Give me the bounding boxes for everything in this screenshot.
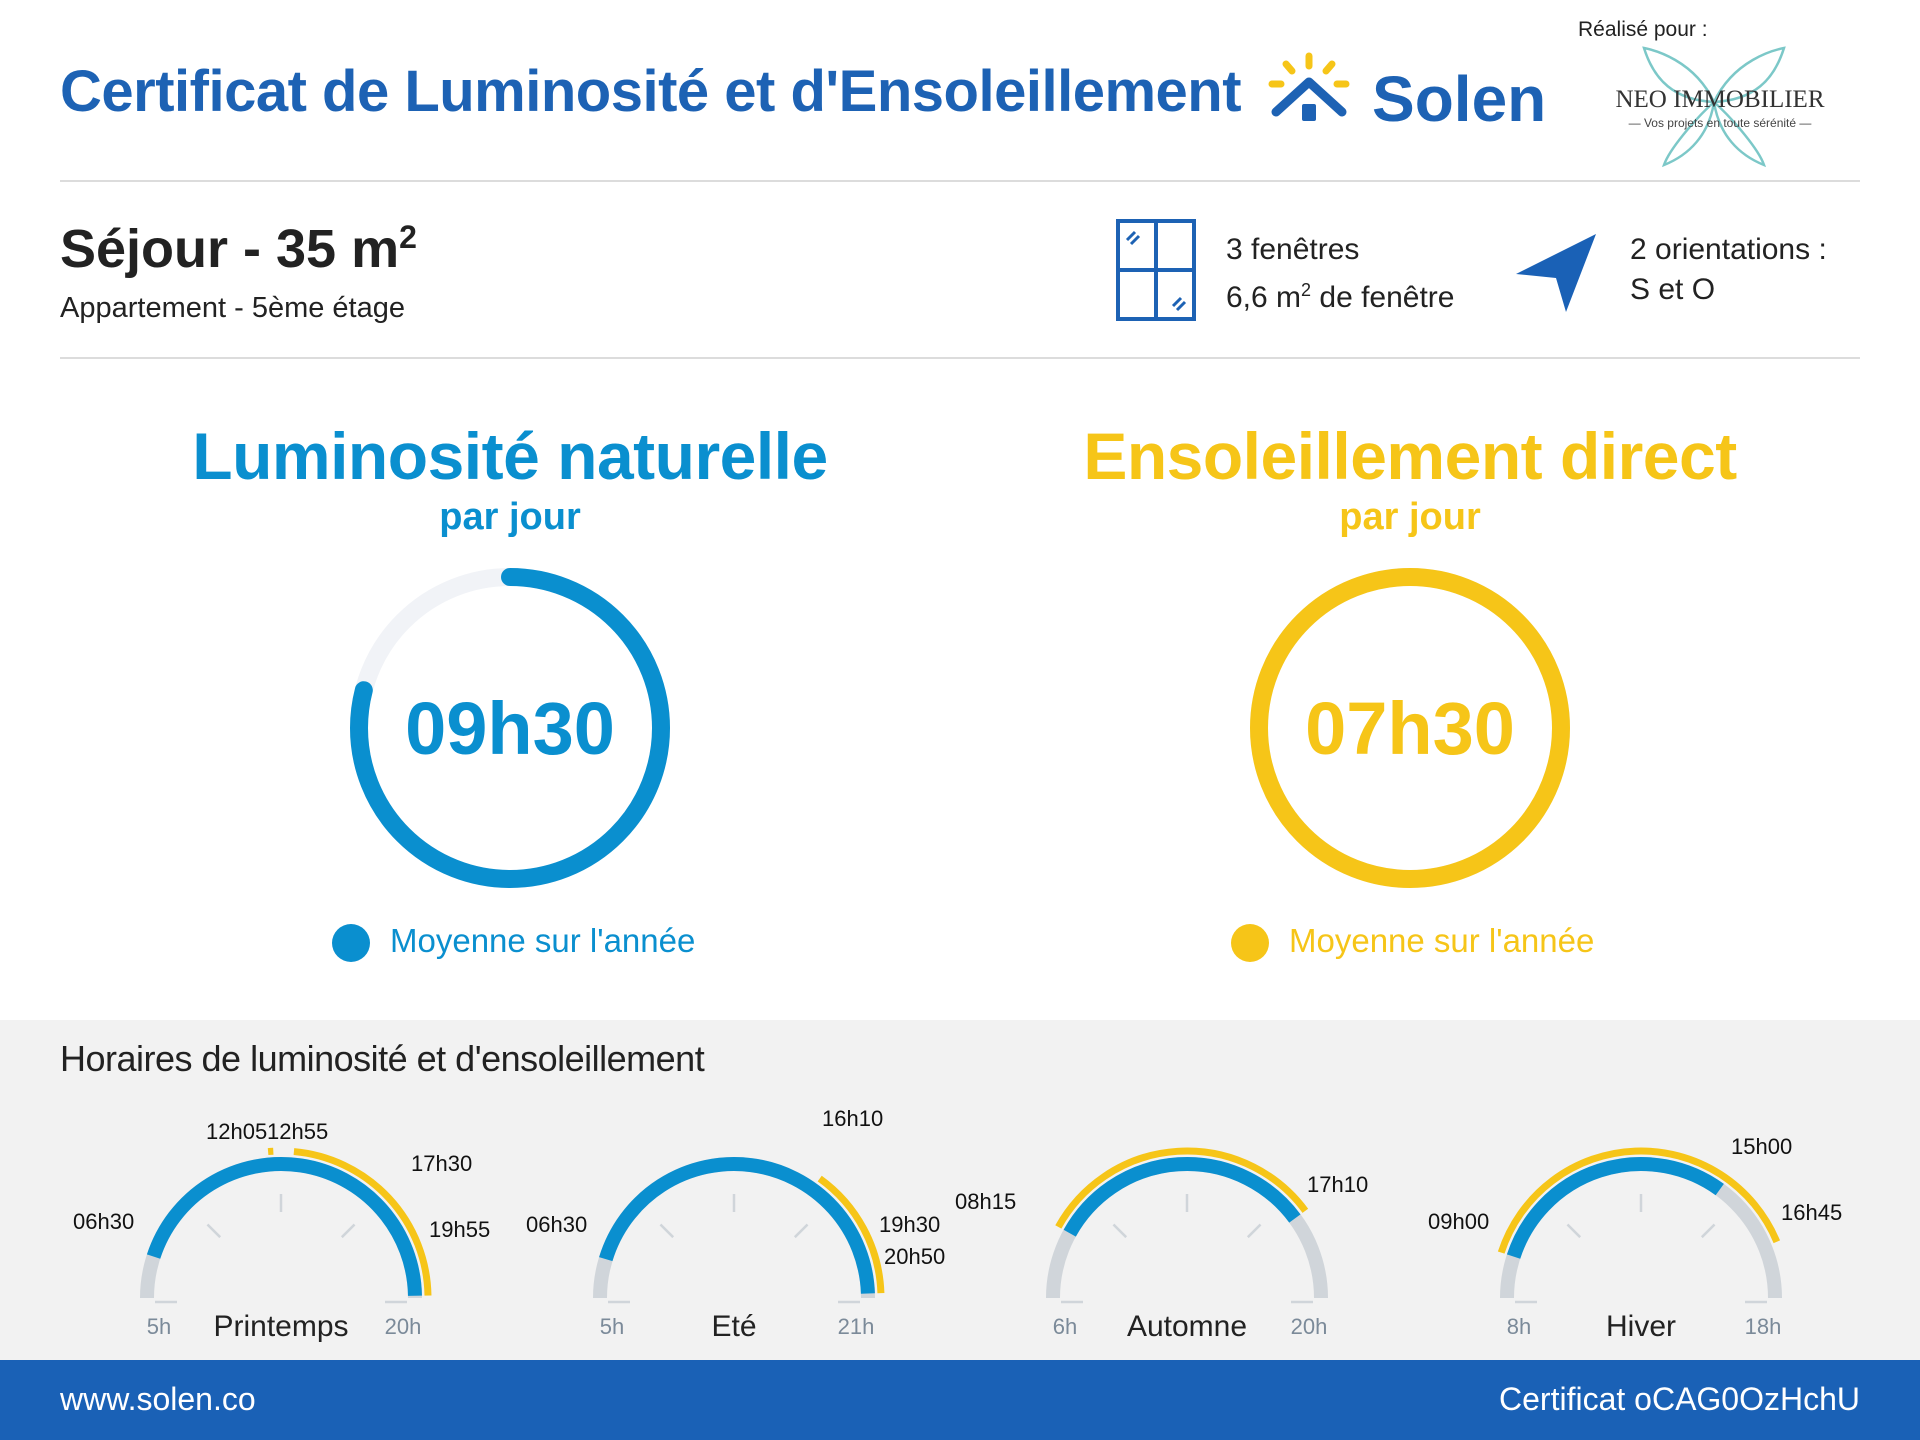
orientations-info: 2 orientations : S et O xyxy=(1630,233,1827,306)
gauge-end-label: 20h xyxy=(1291,1314,1328,1339)
time-label: 08h15 xyxy=(955,1189,1016,1214)
sun-arc xyxy=(817,1175,885,1294)
time-label: 09h00 xyxy=(1428,1209,1489,1234)
room-subtitle: Appartement - 5ème étage xyxy=(60,292,405,324)
time-label: 16h10 xyxy=(822,1106,883,1131)
sun-arc xyxy=(293,1148,432,1296)
light-arc xyxy=(599,1157,875,1294)
time-label: 06h30 xyxy=(73,1209,134,1234)
hours-title: Horaires de luminosité et d'ensoleilleme… xyxy=(60,1038,705,1079)
partner-tagline: — Vos projets en toute sérénité — xyxy=(1628,116,1812,130)
solen-logo-icon xyxy=(1268,52,1350,121)
time-label: 17h10 xyxy=(1307,1172,1368,1197)
hours-panel xyxy=(0,1020,1920,1360)
partner-name: NEO IMMOBILIER xyxy=(1615,86,1825,113)
time-label: 17h30 xyxy=(411,1151,472,1176)
room-name: Séjour - 35 m2 xyxy=(60,219,417,279)
gauge-tick xyxy=(206,1223,222,1239)
page-title: Certificat de Luminosité et d'Ensoleille… xyxy=(60,59,1242,124)
window-icon xyxy=(1116,219,1196,321)
gauge-tick xyxy=(340,1223,356,1239)
luminosity-arc xyxy=(350,568,670,888)
gauge-tick xyxy=(1246,1223,1262,1239)
sunshine-subtitle: par jour xyxy=(1339,496,1481,538)
luminosity-legend: Moyenne sur l'année xyxy=(390,922,696,959)
season-name: Hiver xyxy=(1606,1310,1676,1343)
gauge-tick xyxy=(1566,1223,1582,1239)
light-arc xyxy=(1063,1157,1301,1237)
divider xyxy=(60,357,1860,359)
orientation-arrow-icon xyxy=(1516,234,1596,312)
light-arc xyxy=(146,1157,422,1296)
luminosity-ring xyxy=(350,568,670,888)
sunshine-value: 07h30 xyxy=(1305,687,1515,770)
gauge-tick xyxy=(659,1223,675,1239)
season-gauge-3: 6h 20h Automne 08h15 17h10 xyxy=(955,1147,1368,1343)
gauge-tick xyxy=(1700,1223,1716,1239)
sunshine-ring xyxy=(1250,568,1570,888)
luminosity-subtitle: par jour xyxy=(439,496,581,538)
brand-name: Solen xyxy=(1372,63,1547,135)
sun-arc xyxy=(1497,1147,1781,1254)
sunshine-legend-dot xyxy=(1231,924,1269,962)
gauge-start-label: 8h xyxy=(1507,1314,1531,1339)
gauge-start-label: 5h xyxy=(147,1314,171,1339)
sunshine-title: Ensoleillement direct xyxy=(1083,419,1737,493)
season-gauge-2: 5h 21h Eté 06h30 16h10 19h30 20h50 xyxy=(526,1106,945,1343)
season-name: Eté xyxy=(711,1310,756,1343)
season-gauge-1: 5h 20h Printemps 06h30 12h05 12h55 17h30 19h55 xyxy=(73,1119,490,1343)
time-label: 12h55 xyxy=(267,1119,328,1144)
divider xyxy=(60,180,1860,182)
footer-url[interactable]: www.solen.co xyxy=(60,1381,256,1417)
gauge-start-label: 5h xyxy=(600,1314,624,1339)
gauge-tick xyxy=(793,1223,809,1239)
certificate-id: Certificat oCAG0OzHchU xyxy=(1499,1381,1860,1417)
season-name: Automne xyxy=(1127,1310,1247,1343)
time-label: 06h30 xyxy=(526,1212,587,1237)
footer xyxy=(0,1360,1920,1440)
time-label: 19h30 xyxy=(879,1212,940,1237)
time-label: 20h50 xyxy=(884,1244,945,1269)
sunshine-legend: Moyenne sur l'année xyxy=(1289,922,1595,959)
season-gauge-4: 8h 18h Hiver 09h00 15h00 16h45 xyxy=(1428,1134,1842,1343)
time-label: 15h00 xyxy=(1731,1134,1792,1159)
luminosity-value: 09h30 xyxy=(405,687,615,770)
gauge-tick xyxy=(1112,1223,1128,1239)
luminosity-legend-dot xyxy=(332,924,370,962)
gauge-end-label: 18h xyxy=(1745,1314,1782,1339)
gauge-end-label: 20h xyxy=(385,1314,422,1339)
windows-info: 3 fenêtres 6,6 m2 de fenêtre xyxy=(1226,233,1455,314)
luminosity-title: Luminosité naturelle xyxy=(192,419,828,493)
gauge-start-label: 6h xyxy=(1053,1314,1077,1339)
season-name: Printemps xyxy=(213,1310,348,1343)
sun-arc xyxy=(1055,1147,1309,1229)
light-arc xyxy=(1506,1157,1724,1259)
gauge-end-label: 21h xyxy=(838,1314,875,1339)
neo-immobilier-logo-icon xyxy=(1642,46,1786,168)
made-for-label: Réalisé pour : xyxy=(1578,18,1708,41)
sunshine-arc xyxy=(1250,568,1570,888)
time-label: 16h45 xyxy=(1781,1200,1842,1225)
time-label: 19h55 xyxy=(429,1217,490,1242)
time-label: 12h05 xyxy=(206,1119,267,1144)
